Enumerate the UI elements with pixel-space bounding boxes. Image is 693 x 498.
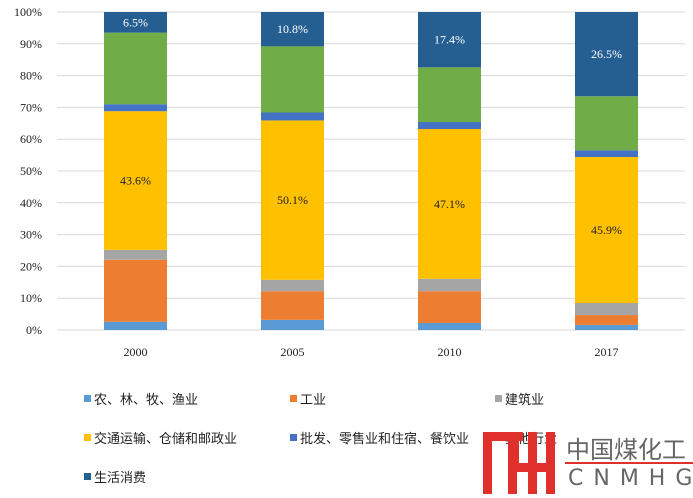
bar-segment [104,104,167,112]
y-tick-label: 10% [20,291,42,305]
bar-segment [261,291,324,320]
data-label: 10.8% [277,22,308,36]
legend-item: 农、林、牧、渔业 [84,389,198,408]
bar-segment [261,120,324,280]
legend-item: 建筑业 [495,389,544,408]
bar-segment [418,129,481,279]
legend-swatch [290,395,297,402]
legend-label: 批发、零售业和住宿、餐饮业 [300,432,470,447]
legend-swatch [290,434,297,441]
bar-segment [418,12,481,68]
x-tick-label: 2010 [438,345,462,359]
legend-item: 工业 [290,389,326,408]
bar-segment [261,319,324,330]
legend-label: 建筑业 [505,393,545,408]
y-tick-label: 30% [20,228,42,242]
bar-segment [104,111,167,250]
x-tick-label: 2000 [124,345,148,359]
legend-label: 农、林、牧、渔业 [94,393,199,408]
bar-segment [104,321,167,330]
bar-segment [261,112,324,121]
bar-segment [575,150,638,158]
y-tick-label: 100% [14,5,42,19]
data-label: 50.1% [277,193,308,207]
bar-segment [418,291,481,324]
logo-text-cn: 中国煤化工 [566,436,686,464]
y-tick-label: 70% [20,100,42,114]
bar-segment [261,279,324,292]
y-tick-label: 20% [20,259,42,273]
x-tick-label: 2017 [595,345,619,359]
bar-segment [418,67,481,123]
logo-mark-icon [483,432,693,494]
bar-segment [575,302,638,316]
bar-segment [575,324,638,330]
data-label: 17.4% [434,33,465,47]
legend-label: 生活消费 [94,471,147,486]
bar-segment [104,12,167,33]
y-tick-label: 80% [20,69,42,83]
bar-segment [575,157,638,303]
y-tick-label: 60% [20,132,42,146]
bar-segment [418,122,481,130]
legend-item: 批发、零售业和住宿、餐饮业 [290,428,469,447]
legend-swatch [84,473,91,480]
data-label: 43.6% [120,174,151,188]
y-tick-label: 40% [20,196,42,210]
data-label: 26.5% [591,47,622,61]
logo-text-en: CNMHG [568,466,693,491]
legend-swatch [495,395,502,402]
bar-segment [104,259,167,322]
bar-segment [261,12,324,47]
legend-item: 生活消费 [84,467,146,486]
bar-segment [575,96,638,151]
bar-segment [104,249,167,260]
x-tick-label: 2005 [281,345,305,359]
bar-segment [575,12,638,97]
y-tick-label: 50% [20,164,42,178]
legend-item: 交通运输、仓储和邮政业 [84,428,237,447]
legend-swatch [84,395,91,402]
y-tick-label: 90% [20,37,42,51]
legend-label: 工业 [300,393,327,408]
y-tick-label: 0% [26,323,42,337]
bar-segment [104,32,167,105]
bar-segment [575,315,638,325]
data-label: 45.9% [591,223,622,237]
watermark-logo: 中国煤化工 CNMHG [480,430,693,496]
bar-segment [261,46,324,113]
legend-swatch [84,434,91,441]
legend-label: 交通运输、仓储和邮政业 [94,432,238,447]
stacked-bar-chart: 0% 10% 20% 30% 40% 50% 60% 70% 80% 90% 100% 43.6% 6.… [14,5,685,359]
data-label: 6.5% [123,15,148,29]
data-label: 47.1% [434,197,465,211]
bar-segment [418,278,481,292]
bar-segment [418,323,481,330]
